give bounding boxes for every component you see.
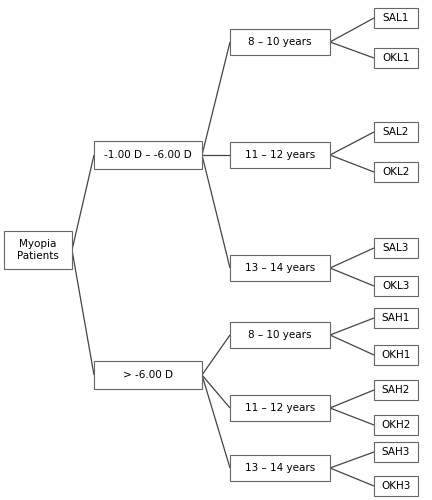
FancyBboxPatch shape	[94, 361, 202, 389]
FancyBboxPatch shape	[374, 122, 418, 142]
Text: 13 – 14 years: 13 – 14 years	[245, 463, 315, 473]
Text: OKL2: OKL2	[382, 167, 410, 177]
FancyBboxPatch shape	[374, 380, 418, 400]
FancyBboxPatch shape	[230, 255, 330, 281]
Text: OKH1: OKH1	[381, 350, 411, 360]
FancyBboxPatch shape	[230, 455, 330, 481]
Text: SAH2: SAH2	[382, 385, 410, 395]
Text: SAL3: SAL3	[383, 243, 409, 253]
Text: 8 – 10 years: 8 – 10 years	[248, 330, 312, 340]
FancyBboxPatch shape	[230, 29, 330, 55]
FancyBboxPatch shape	[374, 442, 418, 462]
Text: SAL1: SAL1	[383, 13, 409, 23]
FancyBboxPatch shape	[374, 238, 418, 258]
Text: OKL3: OKL3	[382, 281, 410, 291]
Text: 13 – 14 years: 13 – 14 years	[245, 263, 315, 273]
FancyBboxPatch shape	[4, 231, 72, 269]
FancyBboxPatch shape	[374, 345, 418, 365]
FancyBboxPatch shape	[230, 395, 330, 421]
FancyBboxPatch shape	[94, 141, 202, 169]
FancyBboxPatch shape	[374, 162, 418, 182]
FancyBboxPatch shape	[374, 8, 418, 28]
Text: 8 – 10 years: 8 – 10 years	[248, 37, 312, 47]
Text: > -6.00 D: > -6.00 D	[123, 370, 173, 380]
Text: OKH3: OKH3	[381, 481, 411, 491]
Text: OKH2: OKH2	[381, 420, 411, 430]
FancyBboxPatch shape	[374, 48, 418, 68]
Text: SAH3: SAH3	[382, 447, 410, 457]
Text: Myopia
Patients: Myopia Patients	[17, 239, 59, 261]
Text: SAH1: SAH1	[382, 313, 410, 323]
FancyBboxPatch shape	[230, 322, 330, 348]
FancyBboxPatch shape	[374, 415, 418, 435]
Text: -1.00 D – -6.00 D: -1.00 D – -6.00 D	[104, 150, 192, 160]
Text: 11 – 12 years: 11 – 12 years	[245, 150, 315, 160]
Text: 11 – 12 years: 11 – 12 years	[245, 403, 315, 413]
FancyBboxPatch shape	[374, 476, 418, 496]
Text: SAL2: SAL2	[383, 127, 409, 137]
FancyBboxPatch shape	[374, 308, 418, 328]
FancyBboxPatch shape	[230, 142, 330, 168]
FancyBboxPatch shape	[374, 276, 418, 296]
Text: OKL1: OKL1	[382, 53, 410, 63]
